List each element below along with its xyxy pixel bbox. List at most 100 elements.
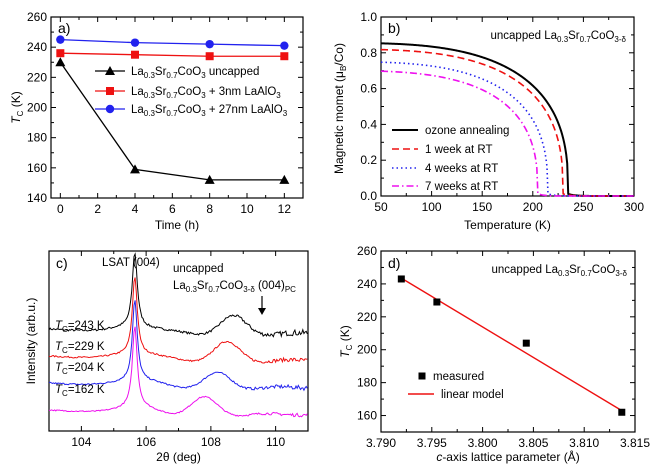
subscript: 3-δ — [614, 35, 626, 44]
text-run: + 27nm LaAlO — [206, 104, 283, 116]
subscript: 0.7 — [166, 71, 178, 80]
y-tick-label: 0.6 — [360, 82, 377, 96]
data-point — [130, 38, 140, 47]
series-curve-1 — [380, 48, 634, 197]
xrd-label: TC=162 K — [55, 384, 105, 398]
text-run: CoO — [178, 86, 202, 98]
text-run: (K) — [338, 325, 352, 344]
data-point — [397, 275, 405, 283]
text-run: Sr — [155, 86, 167, 98]
series-curve-0 — [380, 42, 634, 197]
x-tick-label: 50 — [374, 200, 388, 214]
x-tick-label: 3.800 — [468, 436, 498, 450]
text-run: Magnetic momet (μ — [332, 71, 346, 174]
text-run: -axis lattice parameter (Å) — [442, 449, 579, 464]
text-run: La — [131, 66, 144, 78]
subscript: 0.3 — [144, 109, 156, 118]
text-run: T — [55, 320, 63, 332]
legend-entry: measured — [433, 371, 484, 383]
text-run: Sr — [197, 280, 209, 292]
x-tick-label: 0 — [57, 202, 64, 216]
annotation-d: uncapped La0.3Sr0.7CoO3-δ — [492, 264, 628, 278]
text-run: T — [338, 349, 352, 358]
x-axis-title-b: Temperature (K) — [464, 218, 551, 232]
x-tick-label: 4 — [132, 202, 139, 216]
text-run: T — [55, 341, 63, 353]
xrd-label: TC=243 K — [55, 320, 105, 334]
text-run: (004) — [255, 280, 285, 292]
data-point — [205, 52, 214, 61]
x-axis-title-c: 2θ (deg) — [156, 450, 201, 464]
text-run: T — [55, 384, 63, 396]
text-run: =229 K — [68, 341, 105, 353]
y-tick-label: 240 — [357, 277, 377, 291]
subscript: 0.7 — [208, 285, 220, 294]
panel-label-b: b) — [388, 20, 400, 36]
x-tick-label: 108 — [201, 435, 221, 449]
x-tick-label: 12 — [278, 202, 292, 216]
y-axis-title-c: Intensity (arb.u.) — [24, 298, 38, 385]
x-tick-label: 3.815 — [620, 436, 650, 450]
text-run: T — [9, 115, 23, 124]
series-line-0 — [59, 61, 285, 181]
y-tick-label: 140 — [27, 191, 47, 205]
subscript: 3-δ — [615, 269, 627, 278]
x-tick-label: 150 — [472, 200, 492, 214]
y-tick-label: 200 — [27, 101, 47, 115]
text-run: CoO — [178, 104, 202, 116]
data-point — [522, 339, 530, 347]
subscript: C — [62, 325, 68, 334]
y-tick-label: 0.2 — [360, 153, 377, 167]
subscript: 3 — [276, 91, 281, 100]
xrd-curve-1 — [48, 277, 308, 364]
y-tick-label: 260 — [357, 244, 377, 258]
data-point — [279, 174, 290, 184]
data-point — [56, 49, 65, 58]
x-tick-label: 200 — [523, 200, 543, 214]
text-run: T — [55, 362, 63, 374]
y-axis-title-d: TC (K) — [338, 325, 354, 357]
data-point — [55, 57, 66, 67]
x-axis-title-a: Time (h) — [155, 218, 199, 232]
data-point — [204, 174, 215, 184]
subscript: 0.3 — [144, 71, 156, 80]
text-run: Sr — [155, 104, 167, 116]
subscript: B — [339, 66, 348, 71]
series-line-2 — [60, 38, 285, 47]
x-tick-label: 250 — [573, 200, 593, 214]
text-run: /Co) — [332, 43, 346, 66]
data-point — [130, 164, 140, 174]
data-point — [433, 298, 441, 306]
y-tick-label: 260 — [27, 10, 47, 24]
text-run: La — [131, 104, 144, 116]
legend-entry: La0.3Sr0.7CoO3 uncapped — [131, 66, 259, 80]
text-run: =162 K — [68, 384, 105, 396]
x-tick-label: 106 — [136, 435, 156, 449]
xrd-curve-2 — [48, 300, 308, 392]
y-tick-label: 1.0 — [360, 10, 377, 24]
y-tick-label: 180 — [27, 131, 47, 145]
data-point — [56, 35, 65, 44]
x-tick-label: 2 — [94, 202, 101, 216]
subscript: 3-δ — [243, 285, 255, 294]
annotation-film-2: La0.3Sr0.7CoO3-δ (004)PC — [173, 280, 296, 294]
text-run: Sr — [155, 66, 167, 78]
y-tick-label: 0.4 — [360, 117, 377, 131]
panel-label-a: a) — [58, 20, 70, 36]
subscript: 0.3 — [558, 269, 570, 278]
x-axis-title-d: c-axis lattice parameter (Å) — [436, 449, 579, 464]
subscript: 0.3 — [186, 285, 198, 294]
legend-entry: 1 week at RT — [425, 144, 493, 156]
subscript: C — [16, 110, 25, 116]
subscript: 0.3 — [144, 91, 156, 100]
xrd-label: TC=229 K — [55, 341, 105, 355]
x-tick-label: 110 — [266, 435, 285, 449]
x-tick-label: 10 — [240, 202, 254, 216]
text-run: CoO — [220, 280, 244, 292]
panel-label-c: c) — [56, 255, 68, 271]
subscript: C — [62, 367, 68, 376]
text-run: uncapped La — [491, 30, 558, 42]
x-tick-label: 104 — [71, 435, 91, 449]
data-point — [618, 408, 626, 416]
data-point — [205, 39, 214, 49]
